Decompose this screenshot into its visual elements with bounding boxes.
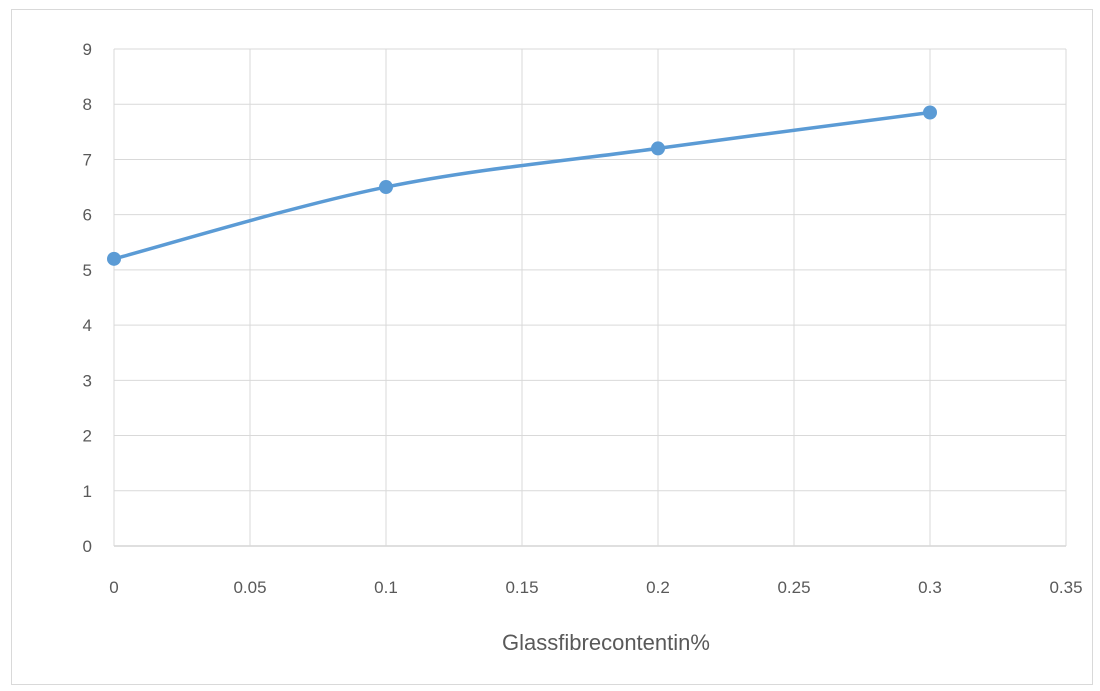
y-tick-label: 9 <box>83 40 92 59</box>
y-tick-label: 2 <box>83 427 92 446</box>
y-tick-label: 5 <box>83 261 92 280</box>
x-tick-label: 0.15 <box>505 578 538 597</box>
chart-area <box>11 9 1093 685</box>
y-tick-label: 4 <box>83 316 92 335</box>
series-line <box>112 110 932 261</box>
y-tick-label: 0 <box>83 537 92 556</box>
x-tick-label: 0.1 <box>374 578 398 597</box>
x-tick-label: 0.2 <box>646 578 670 597</box>
data-point-marker <box>107 251 121 266</box>
y-tick-label: 6 <box>83 206 92 225</box>
y-tick-label: 7 <box>83 150 92 169</box>
x-axis-title: Glassfibrecontentin% <box>502 630 710 655</box>
y-tick-label: 3 <box>83 371 92 390</box>
x-tick-label: 0 <box>109 578 118 597</box>
data-point-marker <box>923 105 937 120</box>
x-tick-label: 0.05 <box>233 578 266 597</box>
x-tick-label: 0.35 <box>1049 578 1082 597</box>
data-point-marker <box>651 141 665 156</box>
x-tick-label: 0.3 <box>918 578 942 597</box>
data-point-marker <box>379 180 393 195</box>
x-tick-label: 0.25 <box>777 578 810 597</box>
y-tick-label: 1 <box>83 482 92 501</box>
y-tick-label: 8 <box>83 95 92 114</box>
